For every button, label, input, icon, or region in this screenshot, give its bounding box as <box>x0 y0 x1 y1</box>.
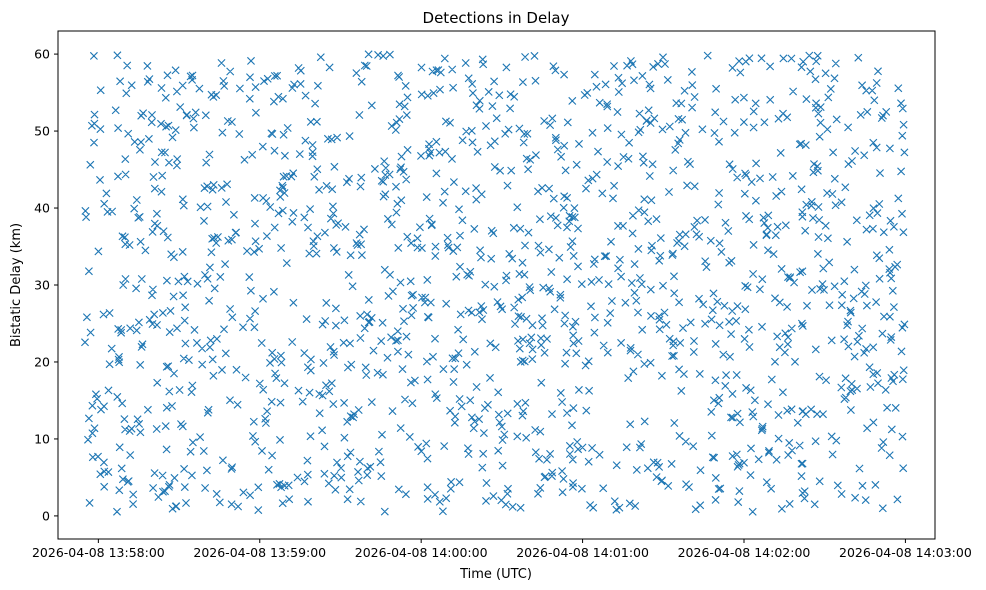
detection-markers <box>81 50 909 516</box>
y-axis-label: Bistatic Delay (km) <box>9 223 24 347</box>
x-axis: 2026-04-08 13:58:00 2026-04-08 13:59:00 20… <box>32 539 972 560</box>
x-tick-label: 2026-04-08 13:59:00 <box>193 545 326 560</box>
y-tick-label: 30 <box>34 278 50 293</box>
x-tick-label: 2026-04-08 14:01:00 <box>516 545 649 560</box>
y-tick-label: 20 <box>34 354 50 369</box>
y-axis: 0 10 20 30 40 50 60 <box>34 47 58 523</box>
x-tick-label: 2026-04-08 14:02:00 <box>678 545 811 560</box>
x-tick-label: 2026-04-08 14:03:00 <box>839 545 972 560</box>
x-axis-label: Time (UTC) <box>459 567 532 582</box>
y-tick-label: 0 <box>42 508 50 523</box>
y-tick-label: 40 <box>34 201 50 216</box>
y-tick-label: 60 <box>34 47 50 62</box>
x-tick-label: 2026-04-08 14:00:00 <box>355 545 488 560</box>
chart-title: Detections in Delay <box>423 9 570 27</box>
y-tick-label: 10 <box>34 431 50 446</box>
x-tick-label: 2026-04-08 13:58:00 <box>32 545 165 560</box>
y-tick-label: 50 <box>34 124 50 139</box>
data-points <box>81 50 909 516</box>
